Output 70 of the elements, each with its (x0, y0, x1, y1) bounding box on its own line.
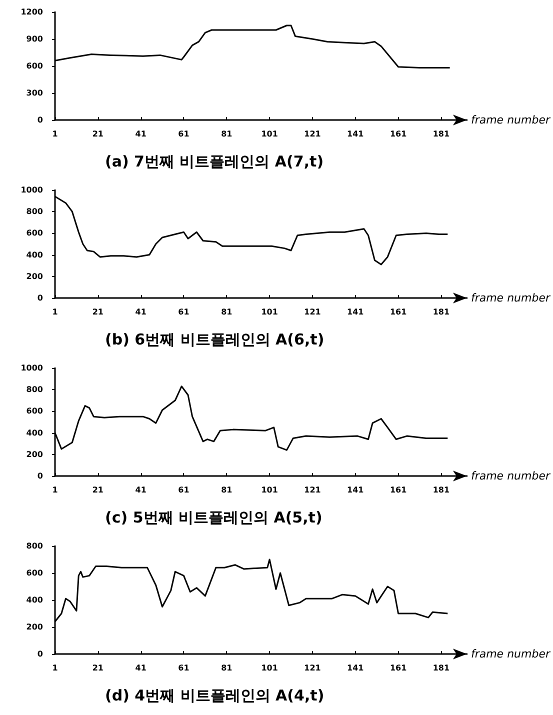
text: (d) 4번째 비트플레인의 A(4,t) (105, 686, 324, 704)
y-tick-label: 1200 (20, 8, 44, 16)
y-tick-label: 400 (26, 428, 44, 438)
y-tick-label: 200 (26, 272, 44, 281)
x-tick-label: 61 (178, 130, 190, 138)
x-tick-label: 21 (92, 308, 104, 316)
x-tick-label: 21 (92, 130, 104, 138)
x-tick-label: 81 (221, 664, 233, 672)
x-tick-label: 101 (261, 664, 278, 672)
x-tick-label: 1 (52, 486, 58, 494)
x-axis-title: frame number (470, 648, 552, 660)
x-tick-label: 141 (347, 664, 364, 672)
x-tick-label: 81 (221, 308, 233, 316)
x-tick-label: 81 (221, 486, 233, 494)
x-tick-label: 61 (178, 486, 190, 494)
x-tick-label: 41 (135, 664, 147, 672)
x-tick-label: 161 (390, 664, 408, 672)
y-tick-label: 0 (37, 472, 44, 480)
text: (b) 6번째 비트플레인의 A(6,t) (105, 330, 324, 348)
y-tick-label: 300 (26, 88, 44, 98)
x-axis-title: frame number (470, 470, 552, 482)
x-tick-label: 101 (261, 130, 278, 138)
x-tick-label: 141 (347, 486, 364, 494)
x-tick-label: 21 (92, 664, 104, 672)
x-axis-title: frame number (470, 114, 552, 126)
x-tick-label: 141 (347, 308, 364, 316)
x-tick-label: 181 (432, 308, 450, 316)
x-tick-label: 161 (390, 308, 408, 316)
y-tick-label: 900 (26, 34, 44, 44)
x-axis-title: frame number (470, 292, 552, 304)
y-tick-label: 800 (26, 542, 44, 550)
x-tick-label: 121 (304, 308, 322, 316)
x-tick-label: 41 (135, 486, 147, 494)
y-tick-label: 200 (26, 622, 44, 632)
y-tick-label: 0 (37, 116, 44, 124)
x-tick-label: 141 (347, 130, 364, 138)
x-tick-label: 161 (390, 130, 408, 138)
x-tick-label: 181 (432, 664, 450, 672)
x-tick-label: 121 (304, 130, 322, 138)
x-tick-label: 81 (221, 130, 233, 138)
y-tick-label: 1000 (20, 364, 44, 372)
y-tick-label: 600 (26, 228, 44, 238)
x-tick-label: 41 (135, 308, 147, 316)
y-tick-label: 400 (26, 596, 44, 604)
text: (a) 7번째 비트플레인의 A(7,t) (105, 152, 324, 170)
y-tick-label: 0 (37, 294, 44, 302)
x-tick-label: 1 (52, 308, 58, 316)
y-tick-label: 800 (26, 385, 44, 394)
y-tick-label: 1000 (20, 186, 44, 194)
x-tick-label: 101 (261, 308, 278, 316)
y-tick-label: 0 (37, 650, 44, 658)
x-tick-label: 21 (92, 486, 104, 494)
text: (c) 5번째 비트플레인의 A(5,t) (105, 508, 322, 526)
x-tick-label: 1 (52, 130, 58, 138)
y-tick-label: 600 (26, 62, 44, 70)
y-tick-label: 600 (26, 406, 44, 416)
y-tick-label: 800 (26, 207, 44, 216)
y-tick-label: 400 (26, 250, 44, 260)
x-tick-label: 1 (52, 664, 58, 672)
x-tick-label: 121 (304, 486, 322, 494)
x-tick-label: 61 (178, 664, 190, 672)
x-tick-label: 101 (261, 486, 278, 494)
x-tick-label: 61 (178, 308, 190, 316)
x-tick-label: 161 (390, 486, 408, 494)
x-tick-label: 41 (135, 130, 147, 138)
x-tick-label: 181 (432, 130, 450, 138)
x-tick-label: 121 (304, 664, 322, 672)
y-tick-label: 600 (26, 568, 44, 578)
y-tick-label: 200 (26, 450, 44, 459)
x-tick-label: 181 (432, 486, 450, 494)
